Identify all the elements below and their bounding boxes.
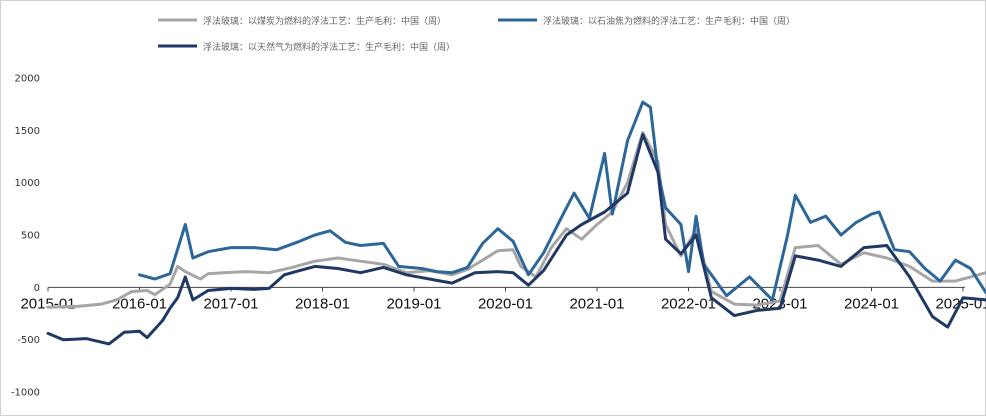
legend-label-petcoke: 浮法玻璃：以石油焦为燃料的浮法工艺：生产毛利：中国（周） xyxy=(543,15,795,27)
y-tick-label: 500 xyxy=(21,231,40,242)
y-tick-label: 1000 xyxy=(15,178,40,189)
y-tick-label: 0 xyxy=(34,283,40,294)
series-line-petcoke xyxy=(138,100,986,302)
legend: 浮法玻璃：以煤炭为燃料的浮法工艺：生产毛利：中国（周） 浮法玻璃：以石油焦为燃料… xyxy=(158,15,795,53)
y-tick-label: 1500 xyxy=(15,126,40,137)
legend-label-gas: 浮法玻璃：以天然气为燃料的浮法工艺：生产毛利：中国（周） xyxy=(203,41,455,53)
series-line-gas xyxy=(46,133,986,346)
legend-item-petcoke: 浮法玻璃：以石油焦为燃料的浮法工艺：生产毛利：中国（周） xyxy=(498,15,795,27)
y-tick-label: 2000 xyxy=(15,74,40,85)
x-tick-label: 2017-01 xyxy=(203,295,258,312)
y-tick-label: -1000 xyxy=(11,388,40,399)
series-layer xyxy=(46,100,986,346)
legend-item-gas: 浮法玻璃：以天然气为燃料的浮法工艺：生产毛利：中国（周） xyxy=(158,41,455,53)
x-tick-label: 2018-01 xyxy=(295,295,350,312)
x-tick-label: 2022-01 xyxy=(661,295,716,312)
x-tick-label: 2019-01 xyxy=(386,295,441,312)
x-tick-label: 2024-01 xyxy=(844,295,899,312)
x-tick-label: 2020-01 xyxy=(478,295,533,312)
legend-label-coal: 浮法玻璃：以煤炭为燃料的浮法工艺：生产毛利：中国（周） xyxy=(203,15,446,27)
y-tick-label: -500 xyxy=(17,335,40,346)
legend-item-coal: 浮法玻璃：以煤炭为燃料的浮法工艺：生产毛利：中国（周） xyxy=(158,15,446,27)
x-tick-label: 2016-01 xyxy=(112,295,167,312)
y-axis: 2000 1500 1000 500 0 -500 -1000 xyxy=(11,74,40,399)
series-line-coal xyxy=(46,130,986,309)
x-tick-label: 2015-01 xyxy=(20,295,75,312)
x-tick-label: 2021-01 xyxy=(569,295,624,312)
